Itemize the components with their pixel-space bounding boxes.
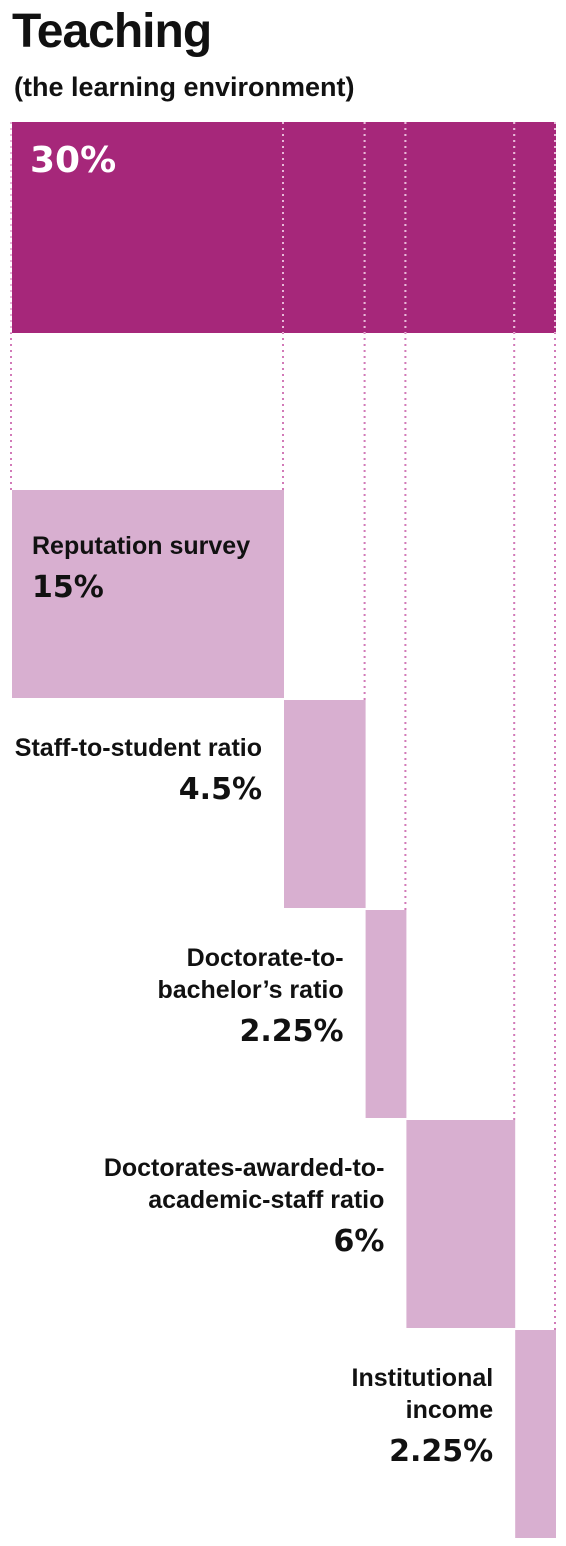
bar bbox=[515, 1330, 556, 1538]
value-label: 4.5% bbox=[178, 772, 262, 807]
category-label: Staff-to-student ratio bbox=[14, 734, 262, 762]
bar-label: Reputation survey 15% bbox=[32, 530, 262, 608]
value-label: 6% bbox=[333, 1224, 385, 1259]
bar-label: Staff-to-student ratio 4.5% bbox=[12, 732, 262, 810]
bar bbox=[12, 490, 284, 698]
bar-label: Institutional income 2.25% bbox=[293, 1362, 494, 1472]
total-label: 30% bbox=[30, 140, 116, 181]
bar-label: Doctorates-awarded-to-academic-staff rat… bbox=[44, 1152, 385, 1262]
bar-label: Doctorate-to-bachelor’s ratio 2.25% bbox=[114, 942, 344, 1052]
value-label: 2.25% bbox=[239, 1014, 344, 1049]
bar bbox=[365, 910, 407, 1118]
chart-subtitle: (the learning environment) bbox=[14, 72, 355, 102]
category-label: Doctorates-awarded-to-academic-staff rat… bbox=[103, 1154, 385, 1214]
category-label: Doctorate-to-bachelor’s ratio bbox=[157, 944, 344, 1004]
bar bbox=[406, 1120, 516, 1328]
value-label: 15% bbox=[32, 570, 104, 605]
chart-title: Teaching bbox=[12, 5, 212, 58]
value-label: 2.25% bbox=[389, 1434, 494, 1469]
category-label: Institutional income bbox=[351, 1364, 494, 1424]
category-label: Reputation survey bbox=[32, 532, 251, 560]
bar bbox=[284, 700, 366, 908]
